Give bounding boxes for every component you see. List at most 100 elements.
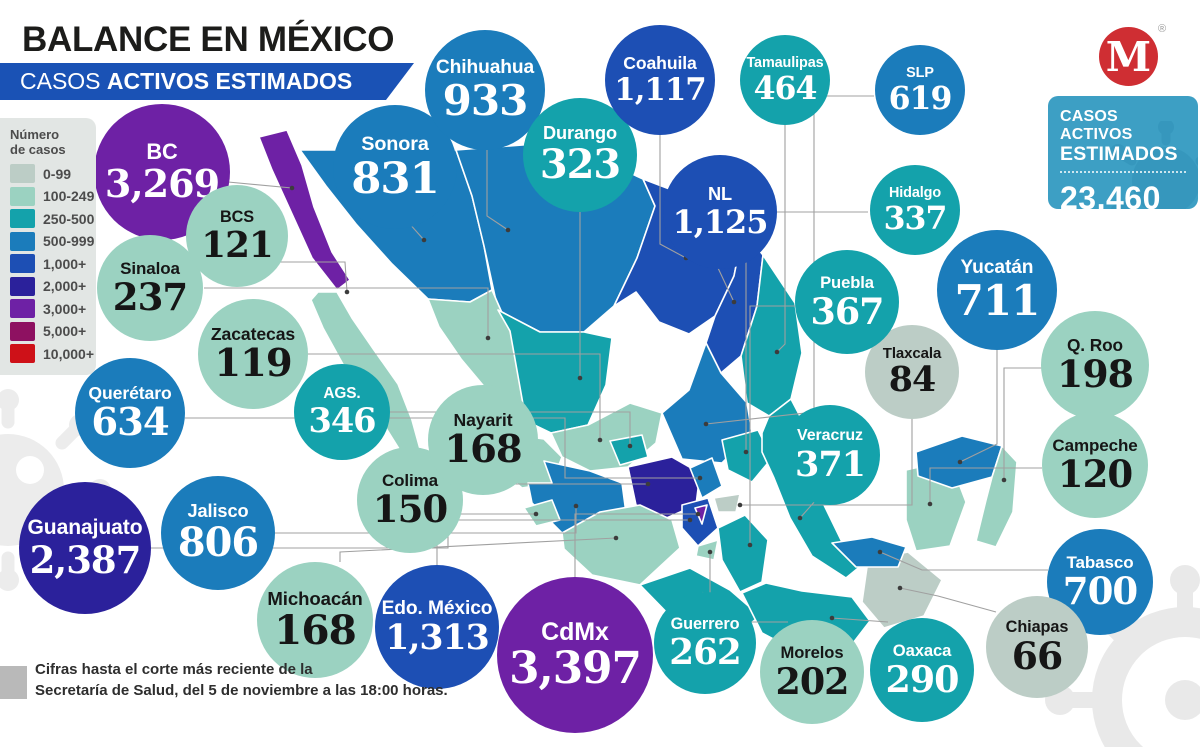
state-name: SLP (906, 64, 934, 81)
state-name: AGS. (323, 385, 361, 403)
state-name: Guerrero (670, 614, 740, 633)
legend-swatch (10, 276, 35, 296)
state-name: Colima (381, 470, 439, 490)
state-circle-colima: Colima 150 (357, 447, 463, 553)
state-name: Puebla (820, 273, 874, 293)
state-value: 262 (669, 630, 741, 673)
page-title: BALANCE EN MÉXICO (22, 20, 394, 60)
state-circle-nayarit: Nayarit 168 (428, 385, 538, 495)
legend-label: 2,000+ (43, 278, 87, 294)
state-circle-slp: SLP 619 (875, 45, 965, 135)
state-value: 337 (883, 199, 948, 237)
subtitle-bar: CASOS ACTIVOS ESTIMADOS (0, 63, 414, 100)
state-name: Coahuila (623, 53, 697, 74)
state-circle-morelos: Morelos 202 (760, 620, 864, 724)
state-circle-queretaro: Querétaro 634 (75, 358, 185, 468)
state-value: 198 (1057, 352, 1134, 397)
state-circle-tamaulipas: Tamaulipas 464 (740, 35, 830, 125)
legend-swatch (10, 321, 35, 341)
footnote-line2: Secretaría de Salud, del 5 de noviembre … (35, 682, 448, 699)
state-name: Durango (542, 123, 618, 144)
state-value: 3,269 (104, 161, 220, 207)
registered-mark: ® (1158, 23, 1167, 35)
page-title-bold: MÉXICO (257, 20, 395, 59)
state-value: 66 (1011, 633, 1063, 678)
legend-rows: 0-99 100-249 250-500 500-999 1,000+ 2,000+ 3,0… (10, 164, 96, 363)
state-circle-guanajuato: Guanajuato 2,387 (19, 482, 151, 614)
state-circle-chiapas: Chiapas 66 (986, 596, 1088, 698)
state-circle-chihuahua: Chihuahua 933 (425, 30, 545, 150)
subtitle-bold: ACTIVOS ESTIMADOS (106, 68, 353, 94)
state-circle-michoacan: Michoacán 168 (257, 562, 373, 678)
state-value: 831 (351, 152, 440, 204)
state-name: Q. Roo (1066, 335, 1124, 356)
state-circle-zacatecas: Zacatecas 119 (198, 299, 308, 409)
state-circle-jalisco: Jalisco 806 (161, 476, 275, 590)
state-circle-puebla: Puebla 367 (795, 250, 899, 354)
state-name: Hidalgo (888, 184, 942, 201)
state-circle-ags: AGS. 346 (294, 364, 390, 460)
legend-label: 10,000+ (43, 345, 94, 362)
legend: Número de casos 0-99 100-249 250-500 500-99… (0, 118, 96, 375)
state-name: Nayarit (453, 409, 513, 430)
state-name: Yucatán (960, 256, 1034, 278)
state-circle-sinaloa: Sinaloa 237 (97, 235, 203, 341)
state-value: 202 (775, 659, 850, 703)
state-name: Chiapas (1005, 617, 1069, 636)
state-name: Sonora (361, 132, 429, 155)
state-value: 120 (1057, 452, 1133, 497)
state-name: Guanajuato (27, 516, 143, 540)
state-circle-yucatan: Yucatán 711 (937, 230, 1057, 350)
state-value: 290 (885, 657, 960, 701)
legend-label: 500-999 (43, 233, 95, 249)
state-circle-veracruz: Veracruz 371 (780, 405, 880, 505)
state-value: 84 (888, 359, 936, 401)
state-value: 619 (888, 79, 953, 117)
state-circle-durango: Durango 323 (523, 98, 637, 212)
state-name: Campeche (1052, 435, 1138, 455)
state-name: Tlaxcala (882, 344, 942, 362)
state-value: 933 (442, 76, 529, 126)
state-name: Zacatecas (210, 323, 296, 344)
state-circle-coahuila: Coahuila 1,117 (605, 25, 715, 135)
state-value: 371 (794, 443, 866, 485)
state-name: Morelos (780, 643, 844, 663)
state-name: Tabasco (1066, 552, 1134, 572)
legend-label: 3,000+ (43, 300, 87, 317)
summary-line1: CASOS ACTIVOS (1060, 108, 1133, 143)
state-name: BCS (219, 207, 255, 226)
state-circle-nl: NL 1,125 (663, 155, 777, 269)
virus-icon (1110, 121, 1198, 209)
state-value: 711 (954, 276, 1041, 326)
legend-label: 250-500 (43, 210, 95, 227)
state-value: 700 (1062, 569, 1138, 614)
state-value: 237 (112, 275, 188, 320)
state-circle-bcs: BCS 121 (186, 185, 288, 287)
legend-label: 100-249 (43, 188, 95, 204)
milenio-logo: M (1099, 27, 1158, 86)
state-value: 806 (177, 519, 259, 566)
state-value: 1,125 (672, 202, 769, 241)
state-value: 168 (274, 606, 357, 655)
state-value: 1,117 (614, 71, 706, 108)
legend-row-1000: 1,000+ (10, 254, 96, 273)
legend-row-0-99: 0-99 (10, 164, 96, 183)
legend-swatch (10, 299, 35, 318)
state-value: 119 (214, 340, 292, 386)
summary-box: CASOS ACTIVOS ESTIMADOS 23,460 (1048, 96, 1198, 209)
summary-divider (1060, 171, 1186, 173)
state-name: Michoacán (267, 587, 363, 609)
state-name: Querétaro (88, 382, 172, 403)
state-value: 323 (539, 141, 621, 188)
legend-row-100-249: 100-249 (10, 186, 96, 206)
state-value: 168 (444, 426, 522, 472)
state-circle-sonora: Sonora 831 (333, 105, 457, 229)
footnote-swatch (0, 666, 27, 699)
state-circle-campeche: Campeche 120 (1042, 412, 1148, 518)
legend-swatch (10, 186, 35, 206)
legend-row-10000: 10,000+ (10, 344, 96, 363)
legend-swatch (10, 254, 35, 273)
summary-line2: ESTIMADOS (1060, 143, 1178, 165)
